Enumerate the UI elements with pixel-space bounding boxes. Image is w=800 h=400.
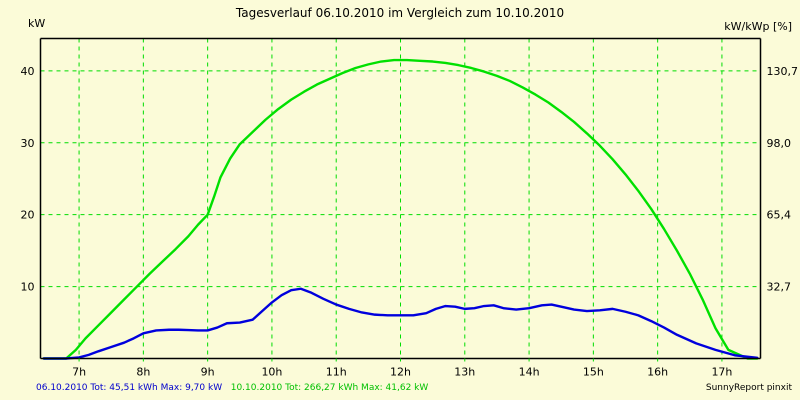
chart-footer: 06.10.2010 Tot: 45,51 kWh Max: 9,70 kW 1…	[0, 383, 800, 397]
y-tick-label-right: 32,7	[767, 281, 792, 294]
y-axis-right-unit-label: kW/kWp [%]	[724, 20, 792, 33]
x-tick-label: 13h	[454, 366, 475, 379]
x-tick-label: 11h	[326, 366, 347, 379]
x-tick-label: 12h	[390, 366, 411, 379]
x-tick-label: 10h	[261, 366, 282, 379]
series-line-10-10-2010	[42, 58, 759, 360]
source-attribution: SunnyReport pinxit	[705, 383, 792, 393]
y-tick-label-left: 20	[21, 209, 35, 222]
x-tick-label: 15h	[583, 366, 604, 379]
grid-lines	[40, 38, 761, 359]
x-tick-label: 8h	[136, 366, 150, 379]
legend: 06.10.2010 Tot: 45,51 kWh Max: 9,70 kW 1…	[36, 383, 428, 393]
x-tick-label: 9h	[201, 366, 215, 379]
x-tick-label: 7h	[72, 366, 86, 379]
y-tick-label-left: 30	[21, 137, 35, 150]
data-series	[42, 58, 759, 360]
x-tick-label: 17h	[711, 366, 732, 379]
x-tick-label: 14h	[519, 366, 540, 379]
x-tick-label: 16h	[647, 366, 668, 379]
legend-item-blue: 06.10.2010 Tot: 45,51 kWh Max: 9,70 kW	[36, 383, 223, 393]
y-tick-label-right: 130,7	[767, 65, 799, 78]
legend-item-green: 10.10.2010 Tot: 266,27 kWh Max: 41,62 kW	[230, 383, 429, 393]
series-line-06-10-2010	[42, 287, 759, 360]
y-tick-label-right: 98,0	[767, 137, 792, 150]
y-tick-label-right: 65,4	[767, 209, 792, 222]
axis-ticks: 10 20 30 40 32,7 65,4 98,0 130,7 7h 8h 9h 10h 11h 12h…	[21, 65, 799, 379]
y-tick-label-left: 10	[21, 281, 35, 294]
page-title: Tagesverlauf 06.10.2010 im Vergleich zum…	[235, 6, 565, 20]
y-tick-label-left: 40	[21, 65, 35, 78]
y-axis-left-unit-label: kW	[28, 17, 46, 30]
